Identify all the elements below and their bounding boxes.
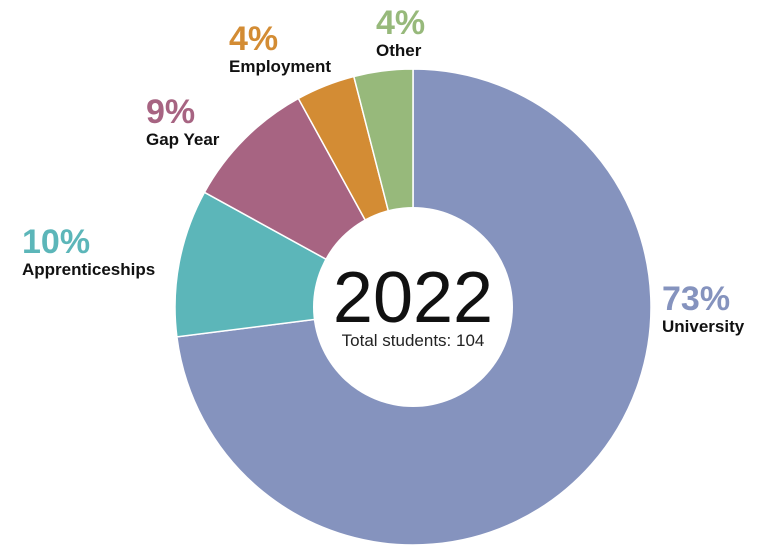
category-label-university: University [662, 317, 745, 336]
center-year: 2022 [333, 258, 493, 338]
center-subtitle: Total students: 104 [342, 331, 485, 350]
percent-label-university: 73% [662, 280, 730, 318]
percent-label-gap-year: 9% [146, 93, 195, 131]
labels-group: 73%University 10%Apprenticeships 9%Gap Yea… [22, 4, 745, 336]
center-hole [313, 207, 513, 407]
percent-label-other: 4% [376, 4, 425, 42]
percent-label-apprenticeships: 10% [22, 223, 90, 261]
category-label-apprenticeships: Apprenticeships [22, 260, 155, 279]
category-label-employment: Employment [229, 57, 331, 76]
category-label-gap-year: Gap Year [146, 130, 220, 149]
percent-label-employment: 4% [229, 20, 278, 58]
category-label-other: Other [376, 41, 422, 60]
